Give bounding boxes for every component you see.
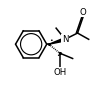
Text: N: N	[62, 35, 68, 44]
Text: O: O	[80, 8, 86, 17]
Polygon shape	[49, 38, 66, 44]
Text: OH: OH	[53, 68, 66, 77]
Text: •: •	[56, 53, 60, 58]
Text: •: •	[49, 38, 53, 43]
